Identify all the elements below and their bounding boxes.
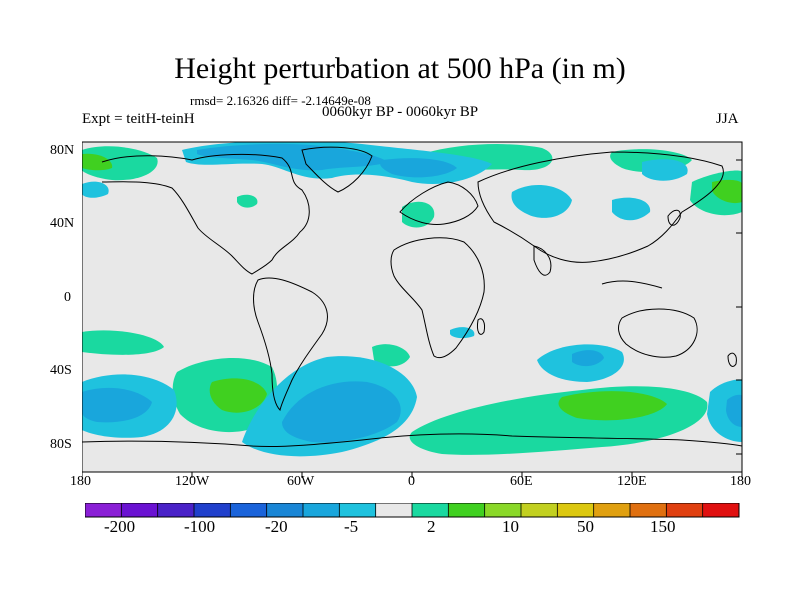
coastline-africa xyxy=(390,237,485,359)
colorbar-swatch xyxy=(521,503,558,517)
colorbar xyxy=(85,503,740,518)
chart-title: Height perturbation at 500 hPa (in m) xyxy=(174,52,626,85)
stats-text: rmsd= 2.16326 diff= -2.14649e-08 xyxy=(190,93,371,108)
contour-blue xyxy=(642,159,688,181)
contour-green xyxy=(209,378,267,413)
map-panel xyxy=(82,141,743,478)
colorbar-label: 10 xyxy=(502,517,519,536)
colorbar-swatch xyxy=(266,503,304,517)
contour-green xyxy=(372,344,410,367)
lon-label: 0 xyxy=(408,474,415,489)
coastline-japan xyxy=(667,209,681,226)
colorbar-swatch xyxy=(412,503,449,517)
coastline-australia xyxy=(618,308,698,358)
colorbar-swatch xyxy=(230,503,268,517)
lon-label: 120W xyxy=(175,474,210,489)
coastline-south-america xyxy=(253,277,328,411)
anomaly-contours xyxy=(82,142,742,457)
lon-label: 180 xyxy=(730,474,751,489)
lat-label: 40N xyxy=(50,216,75,231)
period-label: 0060kyr BP - 0060kyr BP xyxy=(322,104,479,120)
colorbar-label: 2 xyxy=(427,517,436,536)
contour-blue xyxy=(511,185,572,218)
lat-label: 80S xyxy=(50,437,72,452)
contour-blue xyxy=(612,197,651,221)
season-label: JJA xyxy=(716,111,739,127)
colorbar-swatch xyxy=(85,503,122,517)
contour-blue xyxy=(380,158,457,178)
coastline-europe xyxy=(399,181,479,225)
colorbar-swatch xyxy=(448,503,486,517)
contour-blue xyxy=(82,387,152,423)
colorbar-swatch xyxy=(194,503,231,517)
lat-axis xyxy=(736,159,742,455)
lon-label: 60E xyxy=(510,474,533,489)
colorbar-label: -200 xyxy=(104,517,136,536)
contour-blue xyxy=(707,379,742,442)
lat-label: 80N xyxy=(50,143,75,158)
lon-axis xyxy=(82,472,743,478)
lon-label: 60W xyxy=(287,474,315,489)
colorbar-label: -100 xyxy=(184,517,216,536)
lon-label: 120E xyxy=(617,474,647,489)
coastline-madagascar xyxy=(477,318,485,335)
colorbar-swatch xyxy=(593,503,631,517)
colorbar-swatch xyxy=(484,503,522,517)
colorbar-swatch xyxy=(339,503,377,517)
colorbar-swatch xyxy=(666,503,704,517)
contour-green xyxy=(558,391,667,421)
colorbar-label: 150 xyxy=(650,517,676,536)
contour-green xyxy=(82,146,158,181)
contour-blue xyxy=(572,350,604,367)
coastline-north-america xyxy=(101,153,310,275)
lon-label: 180 xyxy=(70,474,91,489)
colorbar-label: -20 xyxy=(265,517,288,536)
lat-label: 0 xyxy=(64,290,71,305)
colorbar-swatch xyxy=(557,503,595,517)
colorbar-swatch xyxy=(157,503,195,517)
colorbar-swatch xyxy=(375,503,413,517)
coastline-india xyxy=(533,245,552,276)
coastlines xyxy=(82,146,742,448)
lat-label: 40S xyxy=(50,363,72,378)
contour-blue xyxy=(726,394,742,427)
colorbar-swatch xyxy=(303,503,340,517)
contour-green xyxy=(712,179,742,204)
coastline-antarctica xyxy=(82,433,742,448)
colorbar-swatch xyxy=(702,503,740,517)
coastline-greenland xyxy=(301,146,373,193)
contour-green xyxy=(402,201,435,228)
contour-blue xyxy=(282,381,401,443)
coastline-new-zealand xyxy=(727,352,737,367)
colorbar-swatch xyxy=(630,503,667,517)
experiment-label: Expt = teitH-teinH xyxy=(82,111,195,127)
contour-green xyxy=(82,153,113,171)
coastline-indonesia xyxy=(601,280,663,289)
contour-green xyxy=(82,330,164,355)
contour-blue xyxy=(82,181,109,198)
coastline-asia xyxy=(477,151,724,263)
colorbar-label: 50 xyxy=(577,517,594,536)
contour-blue xyxy=(197,143,387,171)
contour-green xyxy=(237,194,258,208)
colorbar-swatch xyxy=(121,503,159,517)
colorbar-label: -5 xyxy=(344,517,359,536)
